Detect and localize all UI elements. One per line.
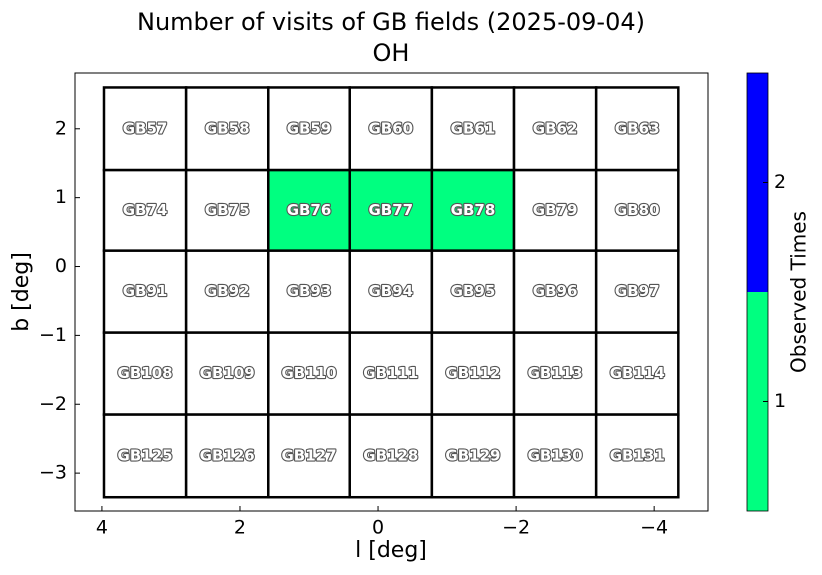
field-label: GB108 bbox=[118, 364, 173, 382]
field-label: GB60 bbox=[368, 119, 413, 137]
field-label: GB111 bbox=[363, 364, 418, 382]
field-cell bbox=[184, 331, 270, 416]
field-cell bbox=[102, 168, 188, 252]
field-cell bbox=[512, 413, 598, 499]
field-label: GB112 bbox=[445, 364, 500, 382]
colorbar-label: Observed Times bbox=[787, 211, 811, 373]
field-label: GB109 bbox=[200, 364, 255, 382]
field-label: GB131 bbox=[610, 446, 665, 464]
y-tick-label: 1 bbox=[55, 186, 67, 208]
field-label: GB79 bbox=[533, 201, 578, 219]
field-cell bbox=[594, 168, 680, 252]
field-cell bbox=[430, 168, 516, 252]
field-label: GB128 bbox=[363, 446, 418, 464]
field-cell bbox=[102, 86, 188, 172]
field-label: GB59 bbox=[287, 119, 332, 137]
field-label: GB114 bbox=[610, 364, 665, 382]
field-cell bbox=[267, 168, 351, 252]
field-label: GB91 bbox=[123, 282, 168, 300]
x-tick-label: 2 bbox=[234, 517, 246, 539]
field-cell bbox=[102, 331, 188, 416]
field-label: GB94 bbox=[368, 282, 413, 300]
y-tick-label: 0 bbox=[55, 255, 67, 277]
x-axis-label: l [deg] bbox=[355, 538, 427, 563]
field-label: GB130 bbox=[528, 446, 583, 464]
x-tick-label: −4 bbox=[640, 517, 668, 539]
field-cell bbox=[184, 86, 270, 172]
field-cell bbox=[430, 249, 516, 334]
field-label: GB93 bbox=[287, 282, 332, 300]
field-cell bbox=[184, 249, 270, 334]
field-label: GB80 bbox=[615, 201, 660, 219]
field-cell bbox=[512, 86, 598, 172]
field-cell bbox=[102, 413, 188, 499]
field-label: GB129 bbox=[445, 446, 500, 464]
x-tick-label: −2 bbox=[502, 517, 530, 539]
field-label: GB95 bbox=[451, 282, 496, 300]
field-label: GB96 bbox=[533, 282, 578, 300]
chart-title: Number of visits of GB fields (2025-09-0… bbox=[137, 8, 645, 36]
field-cell bbox=[512, 331, 598, 416]
colorbar-tick-label: 2 bbox=[774, 171, 786, 193]
x-tick-label: 4 bbox=[96, 517, 108, 539]
field-label: GB62 bbox=[533, 119, 578, 137]
colorbar-segment bbox=[747, 73, 768, 292]
y-tick-label: 2 bbox=[55, 117, 67, 139]
field-label: GB57 bbox=[123, 119, 168, 137]
colorbar-segment bbox=[747, 292, 768, 511]
field-label: GB97 bbox=[615, 282, 660, 300]
field-label: GB74 bbox=[123, 201, 168, 219]
field-label: GB76 bbox=[287, 201, 332, 219]
field-label: GB58 bbox=[205, 119, 250, 137]
y-tick-label: −1 bbox=[39, 324, 67, 346]
field-label: GB75 bbox=[205, 201, 250, 219]
colorbar-tick-label: 1 bbox=[774, 390, 786, 412]
y-tick-label: −3 bbox=[39, 462, 67, 484]
field-label: GB61 bbox=[451, 119, 496, 137]
field-cell bbox=[267, 249, 351, 334]
field-label: GB126 bbox=[200, 446, 255, 464]
x-tick-label: 0 bbox=[372, 517, 384, 539]
colorbar-frame bbox=[746, 72, 769, 512]
field-label: GB92 bbox=[205, 282, 250, 300]
field-cell bbox=[267, 413, 351, 499]
field-cell bbox=[594, 249, 680, 334]
field-label: GB127 bbox=[281, 446, 336, 464]
field-label: GB63 bbox=[615, 119, 660, 137]
field-label: GB110 bbox=[281, 364, 336, 382]
field-label: GB125 bbox=[118, 446, 173, 464]
field-label: GB113 bbox=[528, 364, 583, 382]
field-cell bbox=[594, 413, 680, 499]
y-axis-label: b [deg] bbox=[9, 252, 34, 332]
chart-subtitle: OH bbox=[373, 39, 410, 67]
field-label: GB78 bbox=[451, 201, 496, 219]
plot-frame bbox=[74, 72, 709, 512]
field-cell bbox=[512, 249, 598, 334]
field-label: GB77 bbox=[368, 201, 413, 219]
y-tick-label: −2 bbox=[39, 393, 67, 415]
